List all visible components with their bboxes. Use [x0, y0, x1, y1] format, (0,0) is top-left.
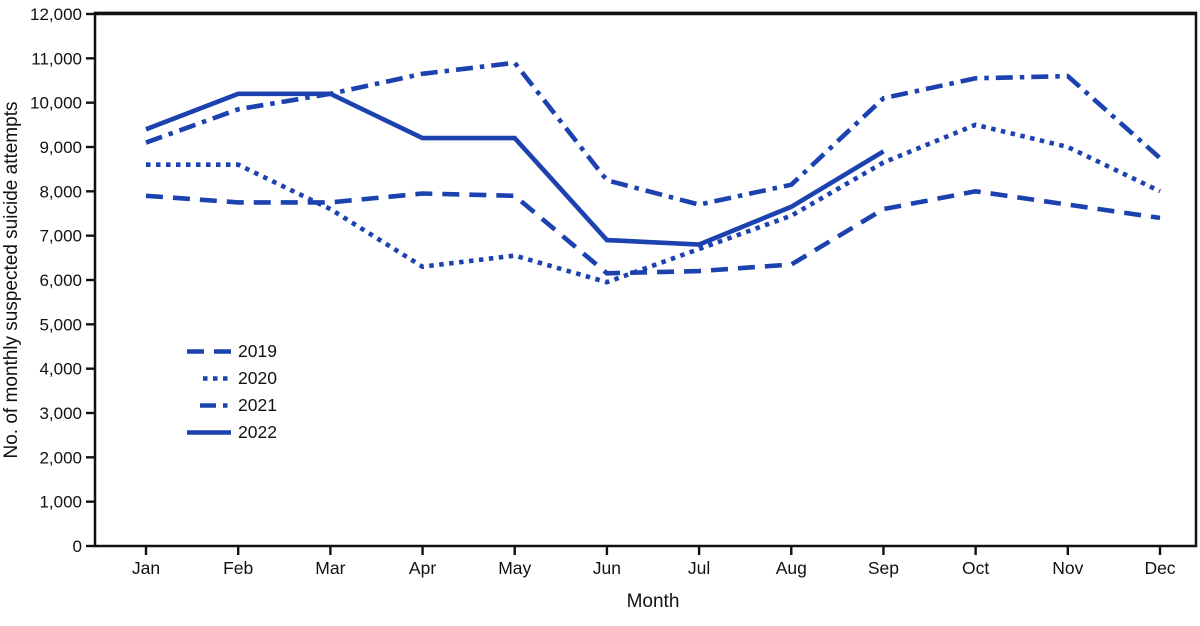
series-line-2020	[146, 122, 1161, 285]
series-line-2019	[145, 188, 1161, 276]
x-tick-label: Nov	[1052, 558, 1083, 578]
y-tick-label: 12,000	[30, 5, 82, 24]
x-tick-label: Dec	[1144, 558, 1175, 578]
legend-label: 2021	[238, 394, 277, 415]
legend-item-2020: 2020	[150, 365, 330, 392]
legend-swatch-dotted-icon	[150, 374, 238, 383]
series-line-2022	[145, 91, 885, 247]
chart-legend: 2019 2020 2021 2022	[150, 338, 330, 446]
x-tick-label: Apr	[409, 558, 436, 578]
y-tick-label: 3,000	[39, 404, 82, 423]
y-tick-label: 10,000	[30, 94, 82, 113]
y-tick-label: 2,000	[39, 448, 82, 467]
x-axis-title: Month	[627, 591, 680, 612]
y-tick-label: 5,000	[39, 315, 82, 334]
y-tick-label: 7,000	[39, 227, 82, 246]
y-axis-title: No. of monthly suspected suicide attempt…	[1, 102, 22, 459]
y-tick-label: 9,000	[39, 138, 82, 157]
x-tick-label: Sep	[868, 558, 899, 578]
x-tick-label: Mar	[315, 558, 345, 578]
legend-item-2019: 2019	[150, 338, 330, 365]
legend-label: 2020	[238, 367, 277, 388]
y-axis-ticks: 0 1,000 2,000 3,000 4,000 5,000 6,000 7,000 8,00…	[30, 5, 95, 556]
x-tick-label: Aug	[776, 558, 807, 578]
legend-label: 2019	[238, 340, 277, 361]
series-line-2021	[145, 60, 1162, 207]
legend-item-2021: 2021	[150, 392, 330, 419]
legend-swatch-dashed-icon	[150, 347, 238, 356]
legend-item-2022: 2022	[150, 419, 330, 446]
x-tick-label: Feb	[223, 558, 253, 578]
y-tick-label: 4,000	[39, 360, 82, 379]
legend-swatch-solid-icon	[150, 428, 238, 437]
series-lines	[145, 60, 1162, 285]
y-tick-label: 1,000	[39, 493, 82, 512]
x-tick-label: Jul	[688, 558, 710, 578]
y-tick-label: 6,000	[39, 271, 82, 290]
x-tick-label: Jan	[132, 558, 160, 578]
y-tick-label: 8,000	[39, 182, 82, 201]
x-tick-label: Oct	[962, 558, 989, 578]
y-tick-label: 0	[73, 537, 82, 556]
x-tick-label: May	[498, 558, 531, 578]
plot-area: 0 1,000 2,000 3,000 4,000 5,000 6,000 7,000 8,00…	[30, 5, 1198, 578]
legend-swatch-dashdot-icon	[150, 401, 238, 410]
x-axis-ticks: Jan Feb Mar Apr May Jun Jul Aug Sep Oct Nov Dec	[132, 546, 1176, 578]
y-tick-label: 11,000	[31, 49, 82, 68]
legend-label: 2022	[238, 421, 277, 442]
x-tick-label: Jun	[593, 558, 621, 578]
